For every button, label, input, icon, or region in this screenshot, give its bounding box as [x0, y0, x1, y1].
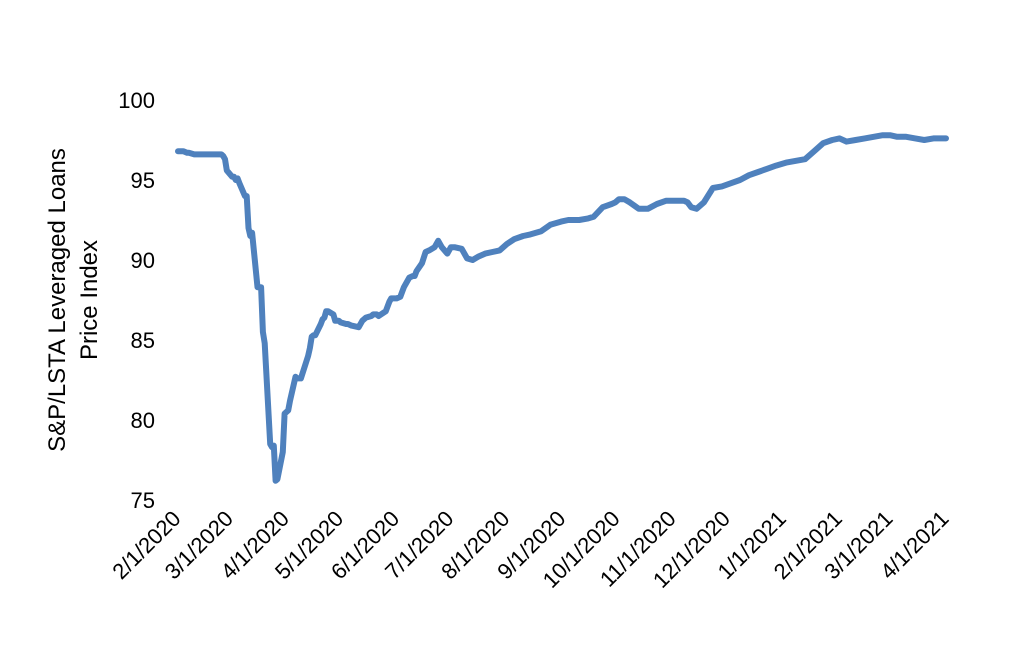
y-axis-title-line-2: Price Index	[76, 240, 103, 360]
series-layer	[175, 132, 949, 484]
y-tick-label: 85	[131, 328, 155, 353]
y-axis-title-line-1: S&P/LSTA Leveraged Loans	[44, 148, 71, 452]
y-tick-label: 75	[131, 488, 155, 513]
y-axis-tick-labels: 75 80 85 90 95 100	[118, 88, 155, 513]
y-tick-label: 90	[131, 248, 155, 273]
y-tick-label: 80	[131, 408, 155, 433]
series-line	[175, 132, 949, 484]
y-axis-title: S&P/LSTA Leveraged Loans Price Index	[44, 148, 103, 452]
x-axis-tick-labels: 2/1/20203/1/20204/1/20205/1/20206/1/2020…	[107, 506, 953, 593]
y-tick-label: 100	[118, 88, 155, 113]
y-tick-label: 95	[131, 168, 155, 193]
